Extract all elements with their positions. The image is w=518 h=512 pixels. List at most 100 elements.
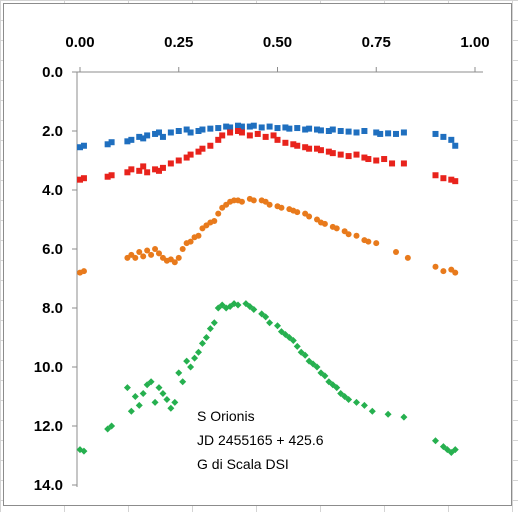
data-point — [448, 176, 455, 183]
data-point — [353, 232, 360, 239]
data-point — [270, 132, 277, 139]
chart-area[interactable] — [3, 3, 512, 506]
data-point — [274, 322, 281, 330]
data-point — [159, 390, 167, 398]
data-point — [215, 125, 222, 132]
data-point — [365, 238, 372, 245]
data-point — [175, 157, 182, 164]
data-point — [80, 268, 87, 275]
data-point — [282, 124, 289, 131]
data-point — [345, 128, 352, 135]
data-point — [337, 128, 344, 134]
data-point — [302, 126, 309, 133]
data-point — [207, 142, 214, 149]
data-point — [377, 130, 384, 137]
data-point — [140, 253, 147, 260]
y-axis-ticks: 0.0 2.0 4.0 6.0 8.0 10.0 12.0 14.0 — [34, 64, 77, 494]
data-point — [238, 123, 245, 130]
data-point — [306, 145, 313, 152]
data-point — [321, 220, 328, 227]
data-point — [171, 259, 178, 266]
data-point — [452, 269, 459, 276]
x-tick-label: 0.00 — [65, 34, 94, 51]
data-point — [108, 422, 116, 430]
data-point — [227, 124, 234, 131]
data-point — [156, 129, 162, 136]
data-point — [360, 401, 368, 409]
data-point — [179, 378, 187, 386]
data-point — [373, 240, 380, 247]
data-point — [136, 248, 143, 255]
data-point — [187, 238, 194, 245]
data-point — [175, 128, 182, 134]
data-point — [238, 129, 245, 136]
data-point — [258, 124, 265, 131]
data-point — [80, 175, 87, 182]
data-point — [353, 398, 360, 406]
data-point — [128, 166, 135, 173]
data-point — [159, 133, 166, 140]
data-point — [144, 247, 151, 254]
data-point — [152, 130, 159, 137]
y-tick-label: 12.0 — [34, 418, 63, 435]
data-point — [123, 384, 131, 392]
data-point — [301, 351, 309, 359]
y-tick-label: 2.0 — [42, 123, 63, 140]
data-point — [365, 156, 372, 163]
data-point — [148, 251, 155, 258]
data-point — [144, 169, 151, 176]
y-tick-label: 14.0 — [34, 477, 63, 494]
data-point — [108, 139, 115, 146]
data-point — [234, 301, 242, 309]
data-point — [293, 342, 301, 350]
data-point — [152, 166, 159, 173]
series-0 — [77, 122, 459, 151]
data-point — [124, 169, 131, 176]
x-tick-label: 1.00 — [460, 34, 489, 51]
data-point — [144, 132, 151, 139]
data-point — [163, 395, 171, 403]
y-tick-label: 6.0 — [42, 241, 63, 258]
data-point — [206, 325, 214, 333]
data-point — [152, 246, 159, 252]
data-point — [432, 263, 439, 270]
data-point — [337, 151, 344, 158]
data-point — [452, 142, 459, 149]
data-point — [175, 369, 183, 377]
data-point — [353, 151, 360, 158]
data-point — [210, 319, 218, 327]
data-point — [262, 133, 269, 140]
data-point — [235, 128, 241, 134]
data-point — [333, 225, 340, 232]
data-point — [80, 142, 87, 149]
data-point — [452, 178, 459, 185]
data-point — [325, 128, 332, 134]
data-point — [278, 204, 285, 211]
data-point — [329, 126, 336, 133]
data-point — [313, 363, 321, 371]
data-point — [151, 398, 159, 406]
data-point — [136, 133, 143, 140]
data-point — [250, 122, 257, 129]
data-point — [155, 384, 163, 392]
data-point — [274, 136, 281, 143]
data-point — [266, 123, 273, 130]
data-point — [199, 145, 206, 152]
data-point — [77, 144, 83, 151]
data-point — [385, 130, 392, 137]
data-point — [187, 129, 194, 136]
series-1 — [77, 128, 459, 185]
data-point — [124, 138, 131, 145]
data-point — [135, 401, 143, 409]
data-point — [128, 136, 135, 143]
data-point — [400, 160, 407, 167]
data-point — [167, 160, 174, 167]
data-point — [136, 167, 143, 174]
data-point — [183, 357, 191, 365]
data-point — [321, 372, 329, 380]
data-point — [294, 142, 301, 149]
data-point — [262, 313, 270, 321]
x-axis-ticks: 0.00 0.25 0.50 0.75 1.00 — [65, 34, 490, 72]
data-point — [384, 410, 392, 418]
data-point — [345, 395, 353, 403]
